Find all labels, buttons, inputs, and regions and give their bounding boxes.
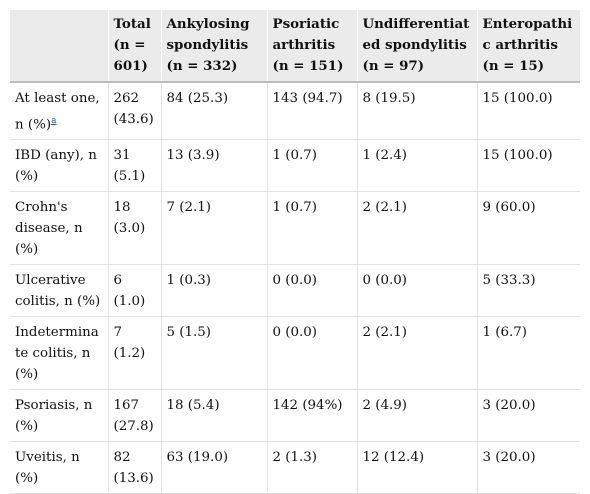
table-cell: 7 (2.1): [161, 191, 268, 266]
table-row: Ulcerative colitis, n (%) 6 (1.0) 1 (0.3…: [10, 264, 580, 318]
row-label: Indeterminate colitis, n (%): [10, 316, 109, 391]
table-cell: 84 (25.3): [161, 82, 268, 141]
table-cell: 1 (0.7): [267, 191, 358, 266]
table-row: At least one, n (%)a 262 (43.6) 84 (25.3…: [10, 82, 580, 141]
table-cell: 1 (0.3): [161, 264, 268, 318]
table-row: IBD (any), n (%) 31 (5.1) 13 (3.9) 1 (0.…: [10, 139, 580, 193]
table-cell: 13 (3.9): [161, 139, 268, 193]
header-cell-psoriatic-arthritis: Psoriatic arthritis (n = 151): [267, 10, 358, 83]
row-label: Uveitis, n (%): [10, 441, 109, 494]
footnote-marker: a: [51, 113, 56, 126]
table-cell: 2 (4.9): [357, 389, 478, 443]
table-body: At least one, n (%)a 262 (43.6) 84 (25.3…: [10, 82, 580, 494]
table-cell: 18 (3.0): [108, 191, 162, 266]
table-cell: 31 (5.1): [108, 139, 162, 193]
table-cell: 18 (5.4): [161, 389, 268, 443]
table-row: Indeterminate colitis, n (%) 7 (1.2) 5 (…: [10, 316, 580, 391]
table-cell: 82 (13.6): [108, 441, 162, 494]
table-cell: 0 (0.0): [267, 316, 358, 391]
header-cell-total: Total (n = 601): [108, 10, 162, 83]
table-cell: 142 (94%): [267, 389, 358, 443]
row-label-text: At least one, n (%): [15, 91, 100, 133]
table-row: Psoriasis, n (%) 167 (27.8) 18 (5.4) 142…: [10, 389, 580, 443]
table-cell: 12 (12.4): [357, 441, 478, 494]
footnote-link[interactable]: a: [51, 116, 57, 126]
table-cell: 3 (20.0): [477, 389, 580, 443]
table-cell: 15 (100.0): [477, 139, 580, 193]
table-cell: 0 (0.0): [357, 264, 478, 318]
table-cell: 5 (33.3): [477, 264, 580, 318]
table-cell: 6 (1.0): [108, 264, 162, 318]
row-label: Psoriasis, n (%): [10, 389, 109, 443]
row-label: Ulcerative colitis, n (%): [10, 264, 109, 318]
table-cell: 2 (1.3): [267, 441, 358, 494]
table-row: Uveitis, n (%) 82 (13.6) 63 (19.0) 2 (1.…: [10, 441, 580, 494]
comorbidity-table: Total (n = 601) Ankylosing spondylitis (…: [10, 10, 580, 494]
table-cell: 1 (6.7): [477, 316, 580, 391]
table-cell: 262 (43.6): [108, 82, 162, 141]
table-cell: 167 (27.8): [108, 389, 162, 443]
row-label: IBD (any), n (%): [10, 139, 109, 193]
table-row: Crohn's disease, n (%) 18 (3.0) 7 (2.1) …: [10, 191, 580, 266]
table-cell: 9 (60.0): [477, 191, 580, 266]
header-cell-empty: [10, 10, 109, 83]
table-cell: 1 (2.4): [357, 139, 478, 193]
table-header: Total (n = 601) Ankylosing spondylitis (…: [10, 10, 580, 83]
table-cell: 63 (19.0): [161, 441, 268, 494]
table-container: Total (n = 601) Ankylosing spondylitis (…: [10, 10, 580, 494]
table-cell: 143 (94.7): [267, 82, 358, 141]
row-label: At least one, n (%)a: [10, 82, 109, 141]
table-cell: 2 (2.1): [357, 191, 478, 266]
header-cell-enteropathic-arthritis: Enteropathic arthritis (n = 15): [477, 10, 580, 83]
table-cell: 3 (20.0): [477, 441, 580, 494]
row-label: Crohn's disease, n (%): [10, 191, 109, 266]
header-row: Total (n = 601) Ankylosing spondylitis (…: [10, 10, 580, 83]
header-cell-ankylosing-spondylitis: Ankylosing spondylitis (n = 332): [161, 10, 268, 83]
header-cell-undifferentiated-spondylitis: Undifferentiated spondylitis (n = 97): [357, 10, 478, 83]
table-cell: 5 (1.5): [161, 316, 268, 391]
table-cell: 1 (0.7): [267, 139, 358, 193]
table-cell: 7 (1.2): [108, 316, 162, 391]
table-cell: 8 (19.5): [357, 82, 478, 141]
table-cell: 15 (100.0): [477, 82, 580, 141]
table-cell: 0 (0.0): [267, 264, 358, 318]
table-cell: 2 (2.1): [357, 316, 478, 391]
